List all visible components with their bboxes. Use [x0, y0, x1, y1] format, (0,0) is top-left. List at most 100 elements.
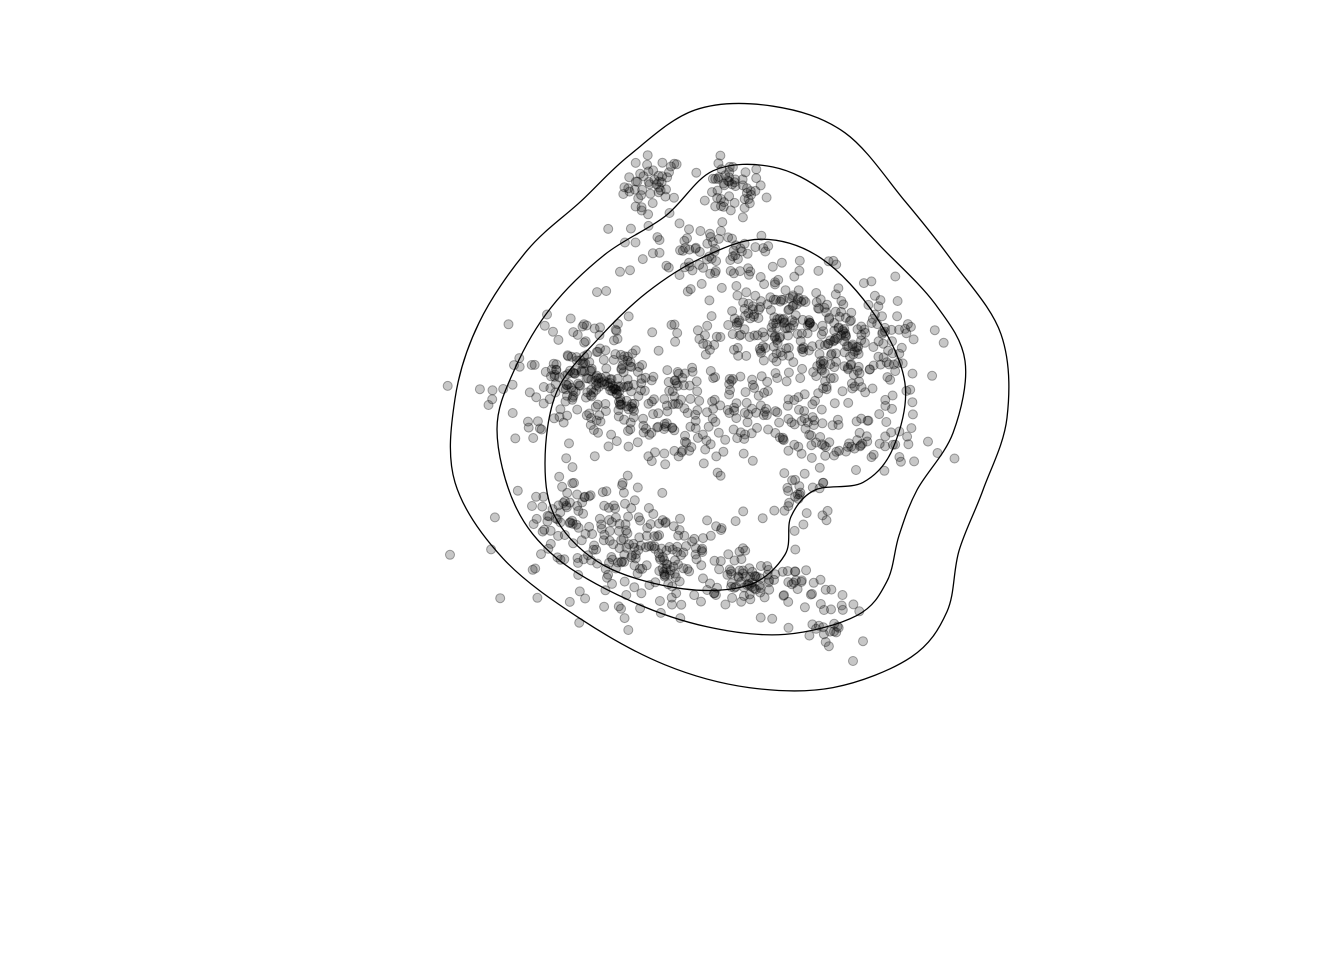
scatter-point	[756, 296, 766, 307]
scatter-point	[690, 543, 701, 554]
scatter-point	[768, 341, 779, 352]
scatter-point	[604, 515, 615, 525]
scatter-point	[828, 336, 839, 347]
scatter-point	[858, 278, 869, 289]
scatter-point	[747, 455, 758, 466]
scatter-point	[789, 271, 800, 282]
scatter-point	[756, 371, 767, 382]
scatter-point	[800, 297, 811, 307]
scatter-point	[844, 438, 855, 449]
scatter-point	[856, 321, 867, 332]
scatter-point	[846, 307, 857, 318]
scatter-point	[744, 198, 755, 209]
scatter-point	[722, 569, 733, 580]
scatter-point	[636, 205, 647, 216]
scatter-point	[579, 492, 590, 503]
scatter-point	[653, 548, 664, 559]
scatter-point	[789, 566, 800, 577]
scatter-point	[831, 446, 842, 457]
scatter-point	[655, 607, 666, 618]
scatter-point	[888, 359, 899, 370]
scatter-point	[575, 380, 586, 391]
scatter-point	[810, 395, 820, 406]
scatter-point	[743, 269, 754, 280]
scatter-point	[704, 344, 715, 355]
scatter-point	[628, 379, 639, 390]
scatter-point	[822, 339, 833, 349]
scatter-point	[644, 580, 655, 590]
scatter-point	[837, 325, 848, 336]
scatter-point	[887, 439, 898, 450]
scatter-point	[507, 379, 518, 390]
scatter-point	[662, 172, 673, 183]
scatter-point	[564, 438, 574, 449]
density-contours	[449, 102, 1010, 692]
scatter-point	[811, 297, 822, 308]
scatter-point	[718, 178, 729, 189]
scatter-point	[671, 378, 682, 389]
scatter-point	[750, 571, 761, 582]
scatter-point	[685, 284, 696, 295]
scatter-point	[781, 376, 792, 387]
scatter-point	[798, 347, 809, 357]
scatter-point	[861, 431, 872, 442]
scatter-point	[839, 336, 850, 347]
scatter-point	[778, 313, 789, 324]
scatter-point	[704, 228, 715, 239]
scatter-point	[836, 296, 847, 306]
scatter-point	[544, 511, 555, 522]
scatter-point	[869, 290, 880, 301]
scatter-point	[670, 555, 680, 566]
scatter-point	[739, 582, 749, 593]
scatter-point	[797, 363, 808, 374]
scatter-point	[735, 243, 746, 254]
scatter-point	[815, 432, 826, 442]
scatter-point	[885, 374, 896, 385]
scatter-point	[578, 554, 589, 565]
scatter-point	[694, 246, 705, 257]
scatter-point	[615, 396, 626, 406]
scatter-point	[649, 394, 659, 405]
scatter-point	[613, 601, 624, 612]
scatter-point	[726, 578, 737, 589]
scatter-point	[739, 324, 750, 335]
scatter-point	[685, 393, 696, 404]
scatter-point	[824, 312, 835, 323]
scatter-point	[547, 504, 558, 515]
scatter-point	[626, 386, 637, 397]
scatter-point	[772, 338, 783, 348]
scatter-point	[732, 290, 743, 301]
scatter-point	[750, 185, 761, 196]
scatter-point	[733, 350, 744, 361]
scatter-point	[741, 397, 752, 408]
scatter-point	[796, 416, 807, 426]
scatter-point	[576, 535, 587, 546]
scatter-point	[808, 420, 819, 430]
scatter-point	[623, 380, 634, 391]
scatter-point	[829, 362, 840, 373]
scatter-point	[807, 588, 817, 599]
scatter-point	[766, 327, 777, 338]
scatter-point	[626, 361, 637, 372]
scatter-point	[601, 486, 612, 497]
scatter-point	[569, 368, 580, 379]
scatter-point	[790, 491, 801, 502]
scatter-point	[572, 404, 583, 415]
scatter-point	[738, 448, 749, 459]
scatter-point	[737, 174, 748, 185]
scatter-point	[584, 357, 595, 368]
scatter-point	[579, 319, 589, 330]
scatter-point	[745, 572, 756, 583]
scatter-point	[731, 413, 742, 424]
scatter-point	[696, 560, 707, 571]
scatter-point	[783, 413, 794, 424]
scatter-point	[568, 367, 579, 378]
scatter-point	[641, 423, 651, 434]
scatter-point	[713, 233, 724, 244]
scatter-point	[582, 387, 593, 398]
scatter-point	[853, 341, 864, 352]
scatter-point	[595, 416, 606, 427]
scatter-point	[659, 555, 670, 566]
scatter-point	[610, 512, 621, 523]
scatter-point	[747, 301, 758, 312]
